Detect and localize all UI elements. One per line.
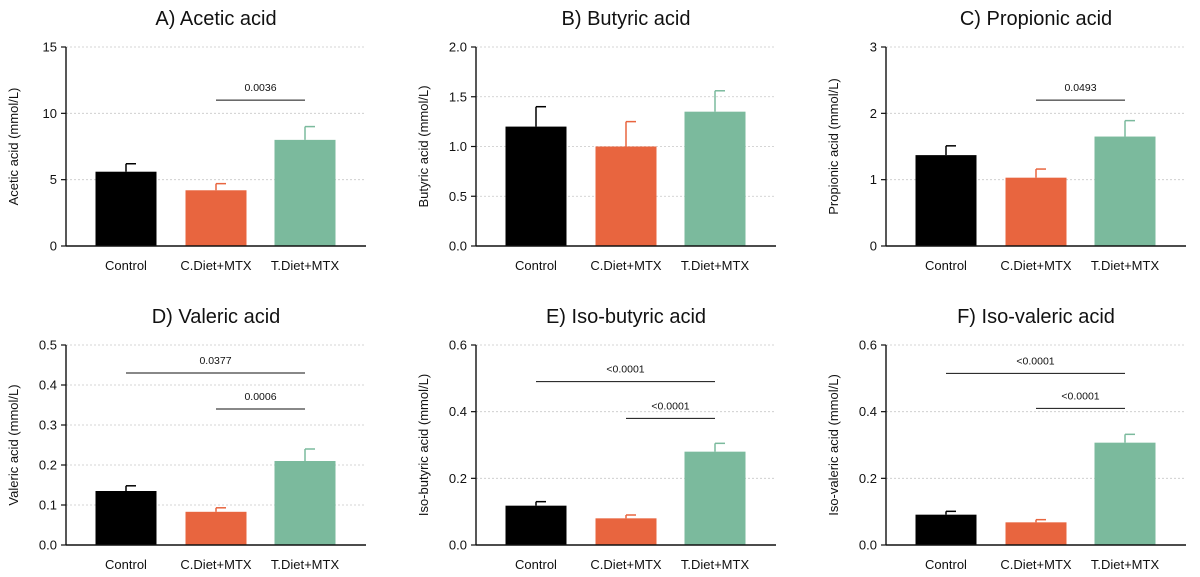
y-tick-label: 1.5 <box>449 89 467 104</box>
bar-t-diet-mtx <box>274 461 336 545</box>
chart-title: D) Valeric acid <box>152 306 281 328</box>
bar-control <box>95 491 157 545</box>
x-category-label: Control <box>925 258 967 273</box>
y-tick-label: 1.0 <box>449 139 467 154</box>
x-category-label: T.Diet+MTX <box>271 258 340 273</box>
bar-c-diet-mtx <box>595 518 657 545</box>
bar-t-diet-mtx <box>1094 136 1156 246</box>
p-value-label: <0.0001 <box>651 400 689 412</box>
x-category-label: Control <box>515 258 557 273</box>
y-tick-label: 0.1 <box>39 498 57 513</box>
bar-control <box>95 171 157 246</box>
y-tick-label: 0 <box>870 239 877 254</box>
x-category-label: Control <box>105 258 147 273</box>
y-tick-label: 0.2 <box>39 458 57 473</box>
y-tick-label: 5 <box>50 172 57 187</box>
bar-c-diet-mtx <box>185 511 247 545</box>
y-tick-label: 0.6 <box>449 338 467 353</box>
bar-c-diet-mtx <box>1005 522 1067 545</box>
x-category-label: C.Diet+MTX <box>180 557 251 572</box>
bar-t-diet-mtx <box>274 139 336 246</box>
p-value-label: <0.0001 <box>606 364 644 376</box>
y-tick-label: 0.4 <box>859 404 877 419</box>
p-value-label: 0.0006 <box>244 391 276 403</box>
bar-t-diet-mtx <box>1094 442 1156 545</box>
y-tick-label: 0.4 <box>449 404 467 419</box>
y-tick-label: 0.3 <box>39 418 57 433</box>
y-tick-label: 0.0 <box>449 239 467 254</box>
y-tick-label: 0.0 <box>449 538 467 553</box>
y-axis-label: Butyric acid (mmol/L) <box>416 85 431 207</box>
y-tick-label: 0.2 <box>859 471 877 486</box>
y-tick-label: 1 <box>870 172 877 187</box>
y-axis-label: Iso-butyric acid (mmol/L) <box>416 374 431 516</box>
p-value-label: <0.0001 <box>1016 355 1054 367</box>
x-category-label: T.Diet+MTX <box>271 557 340 572</box>
chart-title: E) Iso-butyric acid <box>546 306 706 328</box>
chart-panel-e: E) Iso-butyric acid Iso-butyric acid (mmo… <box>416 306 776 572</box>
x-category-label: Control <box>925 557 967 572</box>
y-axis-label: Valeric acid (mmol/L) <box>6 384 21 505</box>
y-tick-label: 0.6 <box>859 338 877 353</box>
y-tick-label: 0.5 <box>39 338 57 353</box>
bar-control <box>915 155 977 246</box>
p-value-label: 0.0493 <box>1064 82 1096 94</box>
chart-panel-a: A) Acetic acid Acetic acid (mmol/L) 0 5 10 15… <box>6 8 366 273</box>
bar-t-diet-mtx <box>684 451 746 545</box>
chart-title: A) Acetic acid <box>155 8 276 30</box>
chart-title: C) Propionic acid <box>960 8 1112 30</box>
y-tick-label: 0.5 <box>449 189 467 204</box>
x-category-label: C.Diet+MTX <box>590 557 661 572</box>
bar-control <box>505 126 567 246</box>
x-category-label: T.Diet+MTX <box>1091 258 1160 273</box>
y-tick-label: 10 <box>43 106 57 121</box>
y-axis-label: Propionic acid (mmol/L) <box>826 78 841 215</box>
y-axis-label: Iso-valeric acid (mmol/L) <box>826 374 841 516</box>
x-category-label: C.Diet+MTX <box>590 258 661 273</box>
chart-title: F) Iso-valeric acid <box>957 306 1115 328</box>
x-category-label: T.Diet+MTX <box>681 557 750 572</box>
bar-t-diet-mtx <box>684 111 746 246</box>
y-axis-label: Acetic acid (mmol/L) <box>6 88 21 206</box>
p-value-label: 0.0036 <box>244 82 276 94</box>
x-category-label: T.Diet+MTX <box>1091 557 1160 572</box>
bar-c-diet-mtx <box>595 146 657 246</box>
p-value-label: <0.0001 <box>1061 390 1099 402</box>
x-category-label: Control <box>515 557 557 572</box>
chart-title: B) Butyric acid <box>562 8 691 30</box>
x-category-label: C.Diet+MTX <box>180 258 251 273</box>
y-tick-label: 0.0 <box>39 538 57 553</box>
y-tick-label: 2.0 <box>449 40 467 55</box>
bar-c-diet-mtx <box>1005 177 1067 246</box>
p-value-label: 0.0377 <box>199 355 231 367</box>
y-tick-label: 15 <box>43 40 57 55</box>
y-tick-label: 0.4 <box>39 378 57 393</box>
x-category-label: C.Diet+MTX <box>1000 258 1071 273</box>
chart-panel-c: C) Propionic acid Propionic acid (mmol/L)… <box>826 8 1186 273</box>
x-category-label: C.Diet+MTX <box>1000 557 1071 572</box>
bar-control <box>505 505 567 545</box>
bar-control <box>915 514 977 545</box>
chart-panel-b: B) Butyric acid Butyric acid (mmol/L) 0.0 0… <box>416 8 776 273</box>
y-tick-label: 0.0 <box>859 538 877 553</box>
y-tick-label: 3 <box>870 40 877 55</box>
y-tick-label: 0 <box>50 239 57 254</box>
x-category-label: Control <box>105 557 147 572</box>
chart-panel-f: F) Iso-valeric acid Iso-valeric acid (mmo… <box>826 306 1186 572</box>
y-tick-label: 0.2 <box>449 471 467 486</box>
x-category-label: T.Diet+MTX <box>681 258 750 273</box>
bar-c-diet-mtx <box>185 190 247 246</box>
y-tick-label: 2 <box>870 106 877 121</box>
